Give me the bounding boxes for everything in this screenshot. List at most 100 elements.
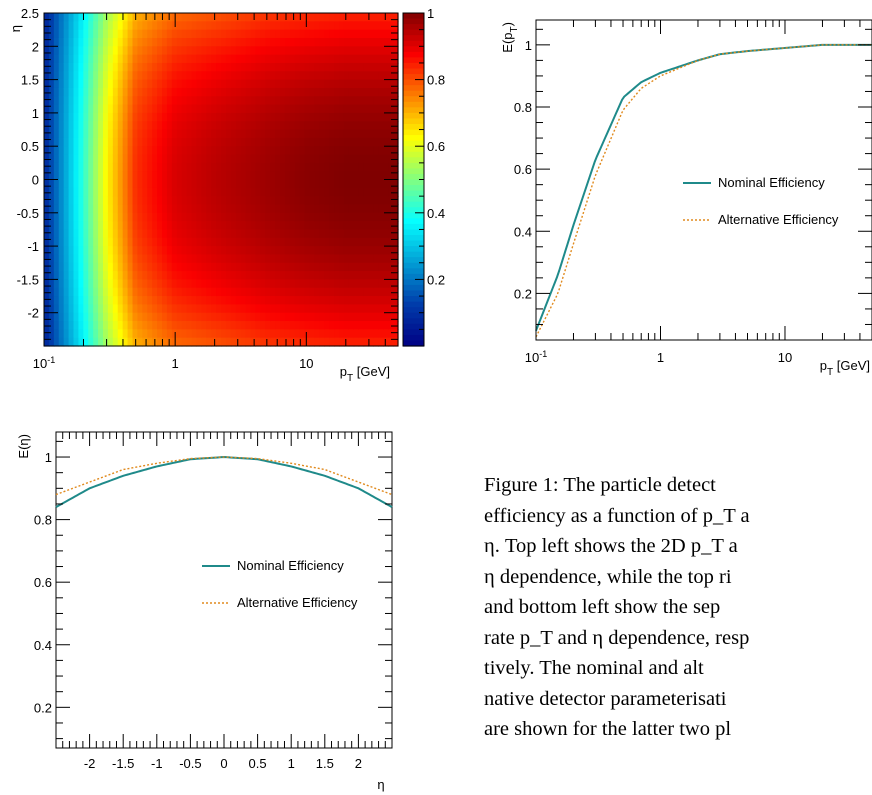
heatmap-cell [304, 71, 311, 81]
heatmap-cell [44, 271, 50, 280]
heatmap-cell [378, 254, 384, 264]
heatmap-cell [343, 71, 350, 81]
heatmap-cell [103, 112, 109, 122]
heatmap-cell [117, 154, 124, 164]
colorbar-cell [403, 246, 424, 253]
heatmap-cell [152, 29, 158, 39]
heatmap-cell [358, 46, 365, 56]
heatmap-cell [230, 129, 237, 139]
heatmap-cell [255, 229, 261, 239]
heatmap-cell [127, 54, 134, 64]
heatmap-cell [48, 71, 55, 81]
heatmap-cell [176, 96, 183, 106]
heatmap-cell [339, 279, 345, 289]
heatmap-cell [83, 254, 89, 264]
heatmap-cell [343, 337, 350, 347]
heatmap-cell [343, 162, 350, 172]
heatmap-cell [343, 221, 350, 231]
heatmap-cell [142, 187, 148, 197]
heatmap-cell [176, 237, 183, 247]
heatmap-cell [353, 104, 360, 114]
heatmap-cell [275, 296, 281, 305]
heatmap-cell [157, 137, 163, 147]
heatmap-cell [319, 96, 325, 106]
heatmap-cell [216, 54, 222, 64]
heatmap-cell [319, 137, 325, 147]
heatmap-cell [324, 62, 330, 72]
heatmap-cell [304, 79, 311, 89]
heatmap-cell [230, 62, 237, 72]
heatmap-cell [122, 221, 129, 231]
heatmap-cell [152, 129, 158, 139]
heatmap-cell [324, 312, 330, 322]
heatmap-cell [166, 121, 173, 131]
heatmap-cell [88, 87, 94, 97]
y-tick-label: 0.2 [34, 700, 52, 715]
heatmap-cell [162, 212, 168, 222]
heatmap-cell [230, 254, 237, 264]
heatmap-cell [58, 246, 65, 256]
heatmap-cell [216, 212, 222, 222]
heatmap-cell [181, 229, 188, 239]
heatmap-cell [235, 21, 242, 31]
heatmap-cell [275, 221, 281, 231]
heatmap-cell [58, 337, 65, 347]
heatmap-cell [319, 212, 325, 222]
heatmap-cell [48, 96, 55, 106]
heatmap-cell [334, 62, 340, 72]
heatmap-cell [157, 287, 163, 297]
heatmap-cell [44, 162, 50, 172]
heatmap-cell [383, 54, 389, 64]
heatmap-cell [230, 96, 237, 106]
heatmap-cell [275, 271, 281, 280]
y-tick-label: 1 [45, 450, 52, 465]
heatmap-cell [245, 171, 252, 181]
heatmap-cell [132, 137, 139, 147]
heatmap-cell [343, 237, 350, 247]
heatmap-cell [216, 146, 222, 156]
y-tick-label: 2.5 [21, 6, 39, 21]
heatmap-cell [171, 304, 178, 314]
heatmap-cell [206, 279, 212, 289]
heatmap-cell [284, 312, 291, 322]
heatmap-cell [117, 29, 124, 39]
heatmap-cell [294, 279, 301, 289]
heatmap-cell [191, 304, 198, 314]
heatmap-cell [142, 21, 148, 31]
heatmap-cell [68, 129, 75, 139]
heatmap-cell [245, 54, 252, 64]
heatmap-cell [93, 237, 99, 247]
heatmap-cell [107, 329, 114, 339]
heatmap-cell [383, 96, 389, 106]
heatmap-cell [289, 154, 296, 164]
heatmap-cell [68, 204, 75, 214]
heatmap-cell [363, 187, 370, 197]
colorbar-cell [403, 68, 424, 75]
heatmap-cell [142, 129, 148, 139]
heatmap-cell [78, 46, 84, 56]
heatmap-cell [112, 271, 119, 280]
colorbar-cell [403, 135, 424, 142]
heatmap-cell [358, 271, 365, 280]
heatmap-cell [48, 154, 55, 164]
heatmap-cell [343, 87, 350, 97]
heatmap-cell [98, 112, 104, 122]
heatmap-cell [343, 262, 350, 272]
heatmap-cell [112, 212, 119, 222]
heatmap-cell [98, 196, 104, 206]
heatmap-cell [221, 212, 227, 222]
heatmap-cell [255, 337, 261, 347]
heatmap-cell [319, 296, 325, 305]
heatmap-cell [93, 29, 99, 39]
heatmap-cell [206, 312, 212, 322]
heatmap-cell [98, 271, 104, 280]
heatmap-cell [388, 187, 394, 197]
heatmap-cell [255, 162, 261, 172]
heatmap-cell [186, 29, 193, 39]
heatmap-cell [221, 146, 227, 156]
heatmap-cell [265, 104, 271, 114]
heatmap-cell [348, 171, 355, 181]
heatmap-cell [162, 54, 168, 64]
heatmap-cell [48, 54, 55, 64]
heatmap-cell [225, 104, 232, 114]
